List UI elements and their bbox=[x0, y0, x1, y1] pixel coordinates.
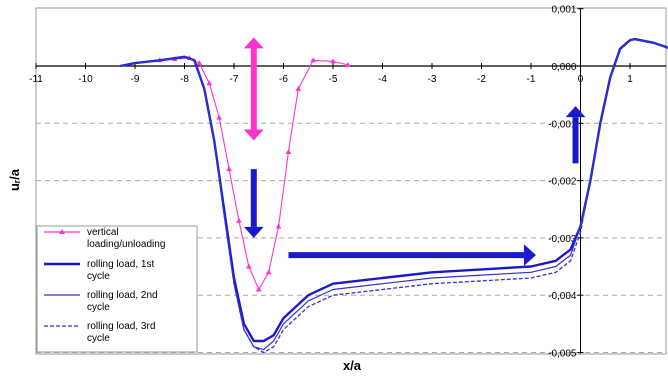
y-tick-label: -0,001 bbox=[548, 119, 577, 130]
legend-label-4: rolling load, 3rd cycle bbox=[87, 321, 155, 344]
legend-label-line: vertical bbox=[87, 227, 119, 238]
series-point bbox=[330, 58, 336, 64]
legend: vertical loading/unloading rolling load, 1… bbox=[36, 225, 198, 353]
y-tick-labels: 0,001 0,000 -0,001 -0,002 -0,003 -0,004 -0,005 bbox=[548, 5, 577, 360]
grid bbox=[36, 122, 666, 353]
x-tick-label: 1 bbox=[627, 74, 633, 85]
legend-marker bbox=[59, 229, 65, 234]
legend-label-line: cycle bbox=[87, 333, 110, 344]
series-point bbox=[265, 269, 272, 275]
legend-label-line: rolling load, 2nd bbox=[87, 290, 158, 301]
x-tick-labels: -11-10-9-8-7-6-5-4-3-2-1012 bbox=[29, 74, 633, 85]
legend-label-3: rolling load, 2nd cycle bbox=[87, 290, 158, 313]
legend-label-line: rolling load, 3rd bbox=[87, 321, 155, 332]
legend-label-line: rolling load, 1st bbox=[87, 259, 154, 270]
x-tick-label: -8 bbox=[180, 74, 189, 85]
x-tick-label: 0 bbox=[578, 74, 584, 85]
y-tick-label: -0,002 bbox=[548, 177, 577, 188]
x-tick-label: -1 bbox=[527, 74, 536, 85]
arrow-head bbox=[523, 244, 536, 266]
series-point bbox=[196, 60, 203, 66]
arrow-head bbox=[565, 106, 586, 118]
y-tick-label: -0,003 bbox=[548, 234, 577, 245]
series-point bbox=[255, 286, 262, 292]
x-tick-label: -11 bbox=[29, 74, 43, 85]
series-group bbox=[119, 37, 668, 354]
y-tick-label: -0,005 bbox=[548, 349, 577, 360]
annotations bbox=[243, 37, 586, 266]
series-point bbox=[216, 114, 222, 120]
x-tick-label: -10 bbox=[78, 74, 93, 85]
legend-label-line: cycle bbox=[87, 302, 110, 313]
arrow-head bbox=[243, 37, 264, 49]
series-point bbox=[275, 223, 282, 229]
x-tick-label: -5 bbox=[329, 74, 338, 85]
y-axis-title: uᵣ/a bbox=[7, 168, 22, 191]
y-tick-label: 0,001 bbox=[551, 5, 576, 16]
series-point bbox=[310, 57, 316, 63]
x-tick-label: -2 bbox=[477, 74, 486, 85]
series-point bbox=[206, 80, 213, 86]
x-tick-label: -9 bbox=[131, 74, 140, 85]
arrow-head bbox=[243, 129, 264, 141]
series-point bbox=[285, 148, 292, 154]
y-tick-label: -0,004 bbox=[548, 291, 577, 302]
x-tick-label: -3 bbox=[428, 74, 437, 85]
legend-box bbox=[36, 225, 198, 353]
series-point bbox=[226, 166, 232, 172]
arrow-head bbox=[243, 226, 264, 238]
axes bbox=[35, 8, 666, 354]
x-tick-label: -6 bbox=[279, 74, 288, 85]
legend-label-line: cycle bbox=[87, 271, 110, 282]
x-axis-title: x/a bbox=[343, 358, 362, 373]
legend-label-line: loading/unloading bbox=[87, 239, 165, 250]
series-point bbox=[236, 217, 242, 223]
legend-label-1: vertical loading/unloading bbox=[87, 227, 165, 250]
series-point bbox=[246, 263, 252, 269]
x-tick-label: -4 bbox=[378, 74, 387, 85]
x-tick-label: -7 bbox=[230, 74, 239, 85]
series-line-4 bbox=[119, 38, 668, 354]
series-point bbox=[345, 61, 351, 67]
y-tick-label: 0,000 bbox=[551, 62, 576, 73]
series-point bbox=[295, 85, 302, 91]
legend-label-2: rolling load, 1st cycle bbox=[87, 259, 154, 282]
